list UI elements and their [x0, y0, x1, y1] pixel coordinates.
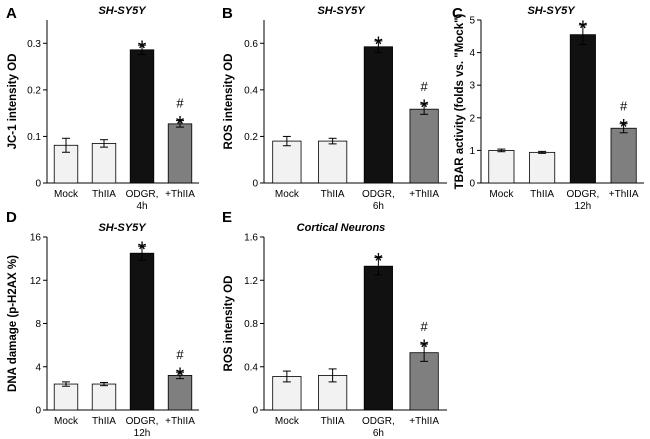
- x-tick-sublabel: 12h: [575, 201, 592, 212]
- y-axis-label: JC-1 intensity OD: [7, 54, 19, 150]
- x-tick-sublabel: 4h: [136, 201, 147, 212]
- x-tick-label: ODGR,: [566, 189, 599, 200]
- bar: [272, 140, 302, 184]
- y-tick-label: 0.8: [244, 319, 258, 330]
- bar: [409, 352, 439, 411]
- significance-hash: #: [176, 96, 184, 111]
- bar: [129, 49, 155, 184]
- panel-letter: D: [6, 209, 17, 226]
- y-tick-label: 8: [35, 319, 41, 330]
- significance-star: *: [420, 95, 429, 120]
- bar: [318, 140, 348, 184]
- panel-a: A SH-SY5Y JC-1 intensity OD 0 0.1 0.2 0.3 Mock T…: [6, 5, 199, 212]
- x-tick-label: Mock: [489, 189, 514, 200]
- y-tick-label: 16: [30, 233, 42, 244]
- bar: [488, 149, 515, 184]
- y-tick-label: 0.4: [244, 85, 258, 96]
- panel-letter: E: [222, 209, 232, 226]
- y-tick-label: 0: [35, 179, 41, 190]
- panel-letter: B: [222, 5, 233, 22]
- x-tick-label: +ThIIA: [409, 416, 439, 427]
- y-tick-label: 0: [252, 179, 258, 190]
- x-tick-label: ThIIA: [321, 189, 345, 200]
- x-tick-label: +ThIIA: [609, 189, 639, 200]
- y-tick-label: 0: [469, 179, 475, 190]
- y-tick-label: 0.1: [27, 132, 41, 143]
- bar: [91, 143, 117, 184]
- bar: [569, 34, 596, 184]
- bar: [529, 151, 556, 184]
- significance-star: *: [420, 335, 429, 360]
- x-tick-label: ThIIA: [92, 189, 116, 200]
- y-tick-label: 0: [35, 406, 41, 417]
- y-tick-label: 0.2: [244, 132, 258, 143]
- panel-letter: A: [6, 5, 17, 22]
- panel-d: D SH-SY5Y DNA damage (p-H2AX %) 0 4 8 12 16 Mock…: [6, 209, 199, 439]
- x-tick-sublabel: 6h: [373, 428, 384, 439]
- panel-b: B SH-SY5Y ROS intensity OD 0 0.2 0.4 0.6 Mock Th…: [222, 5, 447, 212]
- bar: [53, 383, 79, 411]
- significance-star: *: [138, 237, 147, 262]
- significance-hash: #: [620, 99, 628, 114]
- significance-hash: #: [421, 319, 429, 334]
- y-tick-label: 0: [252, 406, 258, 417]
- panel-c: C SH-SY5Y TBAR activity (folds vs. "Mock")…: [452, 5, 644, 212]
- panel-title: SH-SY5Y: [98, 5, 147, 17]
- significance-star: *: [138, 36, 147, 61]
- y-tick-label: 12: [30, 276, 42, 287]
- y-tick-label: 4: [35, 362, 41, 373]
- bar: [363, 265, 393, 411]
- panel-title: SH-SY5Y: [317, 5, 366, 17]
- y-tick-label: 1.2: [244, 276, 258, 287]
- x-tick-label: ThIIA: [92, 416, 116, 427]
- y-tick-label: 0.2: [27, 85, 41, 96]
- bar: [363, 46, 393, 184]
- panel-letter: C: [452, 5, 463, 22]
- significance-star: *: [176, 363, 185, 388]
- y-tick-label: 0.6: [244, 39, 258, 50]
- y-tick-label: 1.6: [244, 233, 258, 244]
- y-tick-label: 4: [469, 48, 475, 59]
- bar: [91, 383, 117, 411]
- x-tick-label: Mock: [54, 416, 79, 427]
- bar: [129, 252, 155, 411]
- panel-title: SH-SY5Y: [98, 222, 147, 234]
- x-tick-label: ODGR,: [126, 189, 159, 200]
- x-tick-label: ThIIA: [530, 189, 554, 200]
- x-tick-label: +ThIIA: [165, 189, 195, 200]
- x-tick-label: ODGR,: [362, 416, 395, 427]
- significance-star: *: [579, 16, 588, 41]
- significance-star: *: [374, 249, 383, 274]
- significance-star: *: [176, 112, 185, 137]
- significance-star: *: [619, 115, 628, 140]
- x-tick-label: ODGR,: [362, 189, 395, 200]
- y-axis-label: DNA damage (p-H2AX %): [7, 255, 19, 392]
- y-tick-label: 0.3: [27, 39, 41, 50]
- x-tick-label: ODGR,: [126, 416, 159, 427]
- x-tick-sublabel: 6h: [373, 201, 384, 212]
- significance-hash: #: [176, 347, 184, 362]
- y-tick-label: 5: [469, 16, 475, 27]
- y-tick-label: 0.4: [244, 362, 258, 373]
- significance-star: *: [374, 32, 383, 57]
- x-tick-label: Mock: [275, 416, 300, 427]
- x-tick-label: Mock: [275, 189, 300, 200]
- y-axis-label: TBAR activity (folds vs. "Mock"): [454, 13, 466, 189]
- panel-title: SH-SY5Y: [527, 5, 576, 17]
- x-tick-label: +ThIIA: [409, 189, 439, 200]
- panel-title: Cortical Neurons: [297, 222, 386, 234]
- x-tick-label: Mock: [54, 189, 79, 200]
- x-tick-label: ThIIA: [321, 416, 345, 427]
- x-tick-label: +ThIIA: [165, 416, 195, 427]
- y-axis-label: ROS intensity OD: [223, 54, 235, 150]
- y-tick-label: 2: [469, 113, 475, 124]
- x-tick-sublabel: 12h: [134, 428, 151, 439]
- significance-hash: #: [421, 79, 429, 94]
- bar: [409, 108, 439, 184]
- y-axis-label: ROS intensity OD: [223, 276, 235, 372]
- y-tick-label: 3: [469, 81, 475, 92]
- panel-e: E Cortical Neurons ROS intensity OD 0 0.4 0.8…: [222, 209, 447, 439]
- y-tick-label: 1: [469, 146, 475, 157]
